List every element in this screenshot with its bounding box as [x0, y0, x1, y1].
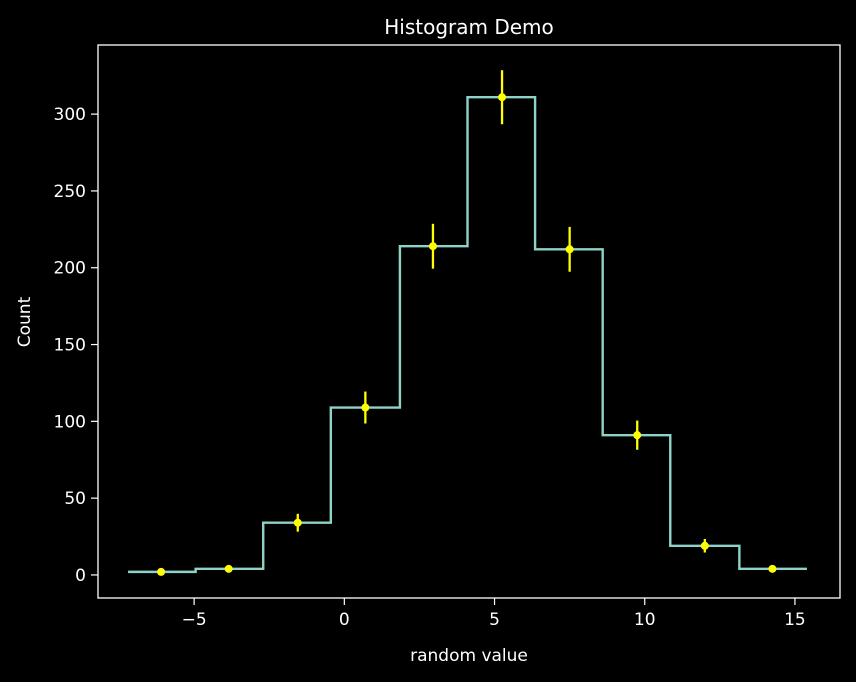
data-point — [224, 564, 233, 573]
series-layer — [128, 70, 807, 576]
histogram-step-line — [128, 96, 807, 574]
y-tick-label: 250 — [54, 182, 86, 202]
data-point — [498, 93, 507, 102]
x-tick-label: 15 — [784, 610, 806, 630]
data-point — [700, 541, 709, 550]
chart-title: Histogram Demo — [384, 15, 554, 39]
data-point — [293, 518, 302, 527]
data-point — [361, 403, 370, 412]
y-axis-label: Count — [15, 296, 35, 347]
y-tick-label: 300 — [54, 105, 86, 125]
data-point — [768, 564, 777, 573]
y-tick-label: 0 — [75, 566, 86, 586]
data-point — [157, 567, 166, 576]
data-point — [428, 242, 437, 251]
data-point — [633, 431, 642, 440]
y-tick-label: 50 — [64, 489, 86, 509]
y-tick-label: 100 — [54, 412, 86, 432]
x-axis-label: random value — [410, 646, 528, 666]
x-tick-label: −5 — [182, 610, 207, 630]
y-tick-label: 200 — [54, 259, 86, 279]
y-tick-label: 150 — [54, 336, 86, 356]
x-tick-label: 0 — [339, 610, 350, 630]
data-point — [565, 245, 574, 254]
x-tick-label: 5 — [489, 610, 500, 630]
x-tick-label: 10 — [634, 610, 656, 630]
axes-frame — [97, 44, 841, 599]
